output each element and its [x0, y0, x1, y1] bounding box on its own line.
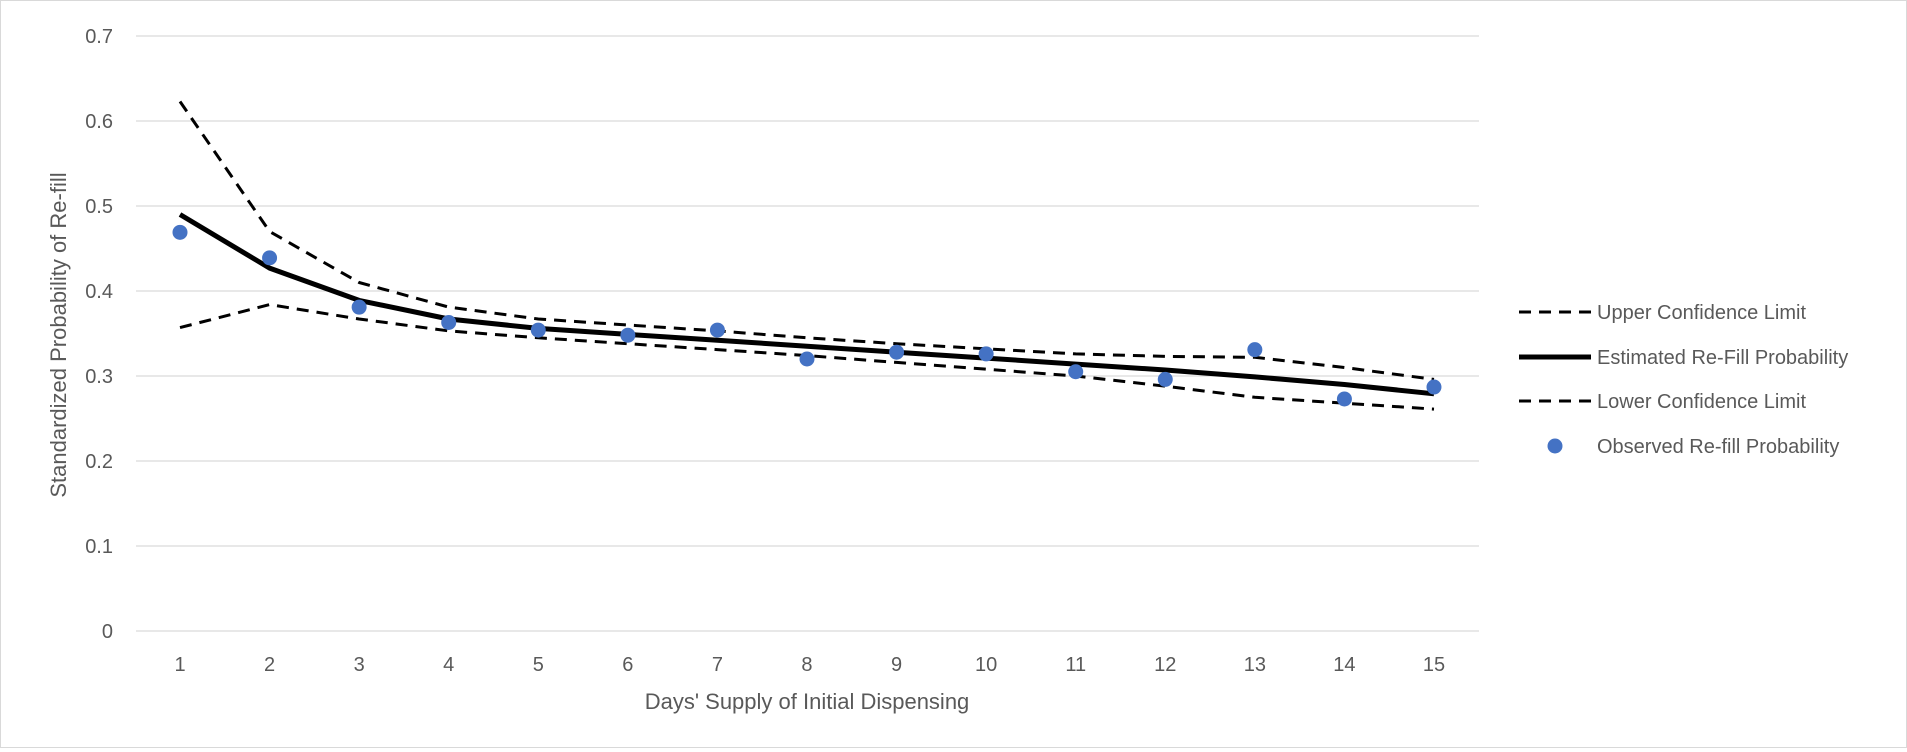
observed-data-point: [1336, 391, 1352, 407]
legend-lower-confidence: Lower Confidence Limit: [1519, 391, 1806, 413]
x-tick-label: 15: [1423, 654, 1445, 676]
observed-data-point: [620, 327, 636, 343]
upper-confidence-line: [178, 100, 1435, 381]
estimated-probability-line: [178, 212, 1435, 397]
series-group: [172, 100, 1442, 411]
gridlines: [136, 35, 1479, 632]
observed-data-point: [978, 346, 994, 362]
x-axis-title: Days' Supply of Initial Dispensing: [645, 689, 970, 714]
legend-upper-confidence: Upper Confidence Limit: [1519, 302, 1806, 324]
observed-data-point: [1426, 379, 1442, 395]
x-axis-ticks: 1 2 3 4 5 6 7 8 9 10 11 12 13 14 15: [174, 654, 1445, 676]
legend-label: Estimated Re-Fill Probability: [1597, 347, 1848, 369]
legend-label: Observed Re-fill Probability: [1597, 436, 1839, 458]
x-tick-label: 14: [1333, 654, 1355, 676]
observed-data-point: [441, 314, 457, 330]
observed-data-point: [1068, 364, 1084, 380]
observed-data-point: [1247, 342, 1263, 358]
y-tick-label: 0.7: [85, 26, 113, 48]
y-axis-title: Standardized Probability of Re-fill: [46, 172, 71, 497]
observed-data-point: [709, 322, 725, 338]
x-tick-label: 2: [264, 654, 275, 676]
legend: Upper Confidence Limit Estimated Re-Fill …: [1519, 302, 1848, 458]
x-tick-label: 10: [975, 654, 997, 676]
legend-observed: Observed Re-fill Probability: [1547, 436, 1839, 458]
x-tick-label: 5: [533, 654, 544, 676]
y-tick-label: 0.3: [85, 366, 113, 388]
x-tick-label: 12: [1154, 654, 1176, 676]
x-tick-label: 4: [443, 654, 454, 676]
x-tick-label: 9: [891, 654, 902, 676]
legend-estimated: Estimated Re-Fill Probability: [1519, 347, 1848, 369]
legend-label: Lower Confidence Limit: [1597, 391, 1806, 413]
y-tick-label: 0: [102, 621, 113, 643]
x-tick-label: 3: [354, 654, 365, 676]
legend-label: Upper Confidence Limit: [1597, 302, 1806, 324]
x-tick-label: 11: [1065, 654, 1086, 676]
observed-data-point: [799, 351, 815, 367]
observed-data-point: [351, 299, 367, 315]
y-tick-label: 0.6: [85, 111, 113, 133]
y-tick-label: 0.1: [85, 536, 113, 558]
y-tick-label: 0.4: [85, 281, 113, 303]
x-tick-label: 8: [801, 654, 812, 676]
observed-data-point: [1157, 371, 1173, 387]
observed-data-point: [172, 224, 188, 240]
x-tick-label: 6: [622, 654, 633, 676]
y-tick-label: 0.5: [85, 196, 113, 218]
observed-data-point: [889, 344, 905, 360]
x-tick-label: 1: [174, 654, 185, 676]
legend-marker: [1547, 438, 1563, 454]
y-tick-label: 0.2: [85, 451, 113, 473]
observed-data-point: [530, 322, 546, 338]
y-axis-ticks: 0 0.1 0.2 0.3 0.4 0.5 0.6 0.7: [85, 26, 113, 643]
x-tick-label: 13: [1244, 654, 1266, 676]
observed-data-point: [262, 250, 278, 266]
x-tick-label: 7: [712, 654, 723, 676]
